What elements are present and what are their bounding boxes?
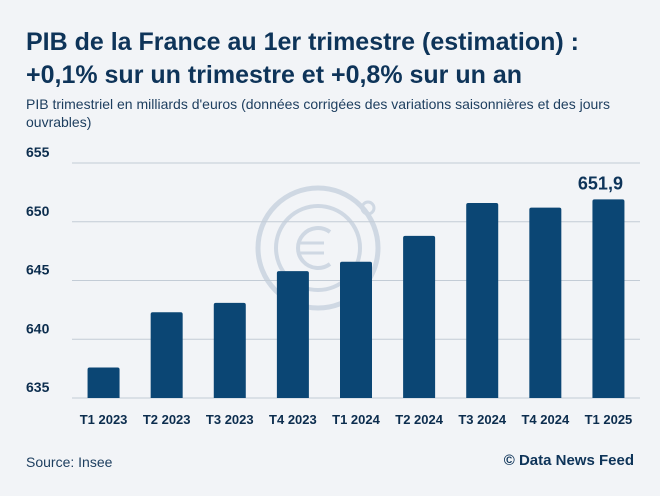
y-tick-635: 635 — [26, 379, 50, 395]
bar-t3-2023 — [213, 302, 246, 398]
bar-t1-2024 — [340, 261, 372, 398]
bar-t1-2023 — [87, 367, 120, 398]
x-tick-t2-2023: T2 2023 — [143, 412, 191, 427]
y-tick-640: 640 — [26, 320, 50, 336]
bar-t1-2025 — [592, 199, 625, 398]
chart-title-line-2: +0,1% sur un trimestre et +0,8% sur un a… — [26, 61, 523, 89]
watermark-inner-ring — [274, 204, 362, 292]
y-tick-labels: 635 640 645 650 655 — [26, 144, 50, 395]
x-tick-t2-2024: T2 2024 — [395, 412, 443, 427]
chart-title: PIB de la France au 1er trimestre (estim… — [26, 26, 646, 92]
x-tick-t3-2023: T3 2023 — [206, 412, 254, 427]
source-note: Source: Insee — [26, 454, 113, 470]
y-tick-655: 655 — [26, 144, 50, 160]
x-tick-t1-2024: T1 2024 — [332, 412, 380, 427]
x-tick-labels: T1 2023 T2 2023 T3 2023 T4 2023 T1 2024 T2 20… — [80, 412, 633, 427]
x-tick-t1-2025: T1 2025 — [585, 412, 633, 427]
bar-t3-2024 — [466, 202, 499, 398]
chart-subtitle: PIB trimestriel en milliards d'euros (do… — [26, 96, 610, 130]
watermark-outer-ring — [255, 185, 381, 311]
y-tick-650: 650 — [26, 203, 50, 219]
euro-coin-icon — [255, 185, 381, 311]
x-tick-t4-2024: T4 2024 — [521, 412, 569, 427]
bar-t4-2023 — [276, 271, 309, 398]
bars — [87, 199, 625, 398]
x-tick-t4-2023: T4 2023 — [269, 412, 317, 427]
chart-title-line-1: PIB de la France au 1er trimestre (estim… — [26, 28, 579, 56]
x-tick-t3-2024: T3 2024 — [458, 412, 506, 427]
bar-t4-2024 — [529, 207, 562, 398]
annotations: 651,9 — [578, 173, 623, 193]
watermark-euro-arc — [296, 226, 332, 270]
y-tick-645: 645 — [26, 262, 50, 278]
x-tick-t1-2023: T1 2023 — [80, 412, 128, 427]
credit-label: © Data News Feed — [503, 452, 634, 469]
last-value-label: 651,9 — [578, 173, 623, 193]
bar-t2-2024 — [403, 235, 436, 398]
bar-t2-2023 — [150, 312, 183, 398]
watermark-dot — [360, 200, 376, 216]
